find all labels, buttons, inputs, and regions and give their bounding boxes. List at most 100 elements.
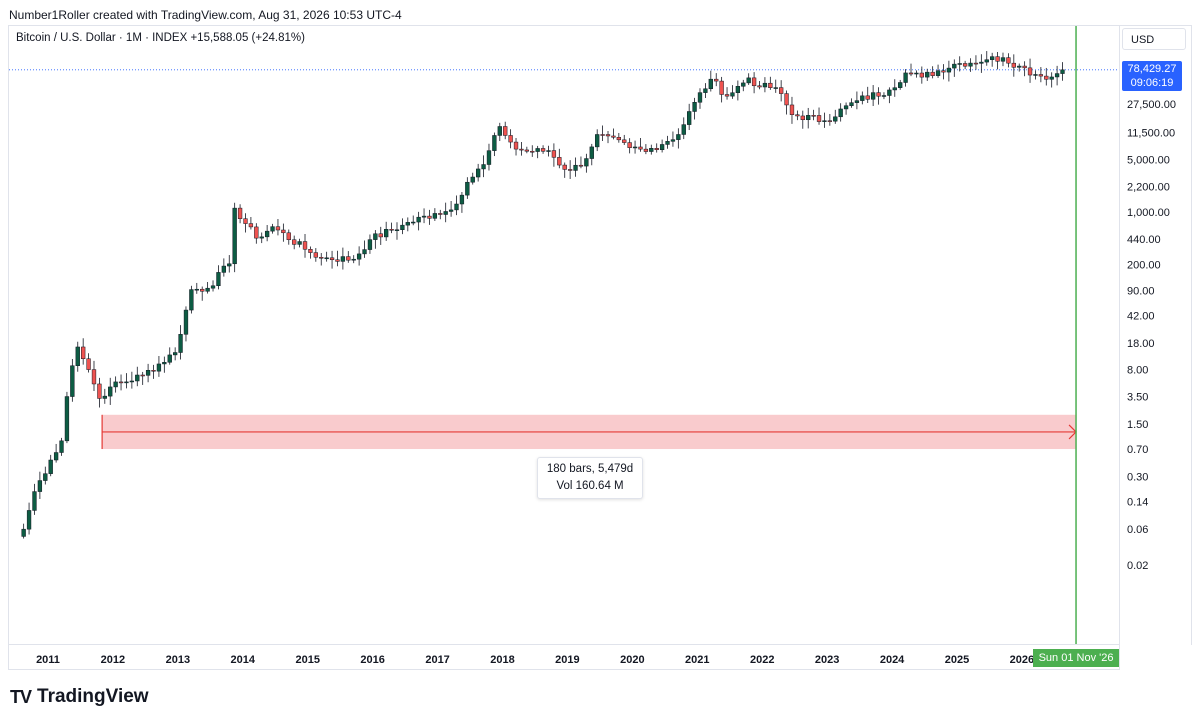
candle-body (503, 126, 508, 136)
candle-body (264, 230, 270, 238)
candle-body (995, 56, 1000, 62)
candle-body (183, 309, 189, 335)
candle-body (622, 139, 627, 143)
y-tick-label: 90.00 (1127, 286, 1155, 298)
candle-body (595, 134, 600, 148)
candle-body (1022, 65, 1027, 69)
candle-body (400, 224, 405, 230)
symbol-name: Bitcoin / U.S. Dollar · 1M · INDEX (16, 32, 188, 44)
candle-body (221, 265, 227, 273)
candle-body (313, 252, 318, 258)
candle-body (200, 288, 205, 292)
candle-body (48, 459, 53, 474)
candle-body (697, 92, 703, 103)
candle-body (427, 215, 432, 219)
candle-body (822, 120, 827, 122)
candle-body (275, 226, 281, 231)
bar-countdown: 09:06:19 (1130, 76, 1174, 89)
x-tick-label: 2012 (101, 654, 125, 666)
candle-body (735, 86, 741, 93)
candle-body (540, 148, 546, 152)
candle-body (210, 285, 216, 289)
candle-body (167, 354, 172, 363)
y-tick-label: 0.30 (1127, 472, 1148, 484)
candle-body (53, 452, 59, 461)
candle-body (37, 480, 43, 492)
tradingview-logo[interactable]: TV TradingView (10, 686, 149, 708)
candle-body (757, 85, 762, 88)
currency-button[interactable]: USD (1122, 28, 1186, 50)
candle-body (519, 148, 524, 151)
measure-volume-label: Vol 160.64 M (556, 480, 624, 493)
candle-body (32, 491, 37, 511)
time-axis[interactable] (8, 645, 1120, 670)
candle-body (329, 257, 335, 261)
candle-body (687, 111, 692, 125)
y-tick-label: 0.70 (1127, 444, 1148, 456)
candle-body (362, 249, 367, 255)
last-price-tag: 78,429.27 09:06:19 (1122, 60, 1182, 91)
candle-body (384, 229, 389, 238)
candle-body (589, 146, 594, 159)
candle-body (616, 137, 621, 141)
candle-body (411, 221, 416, 224)
candle-body (281, 229, 286, 234)
candle-body (432, 213, 438, 219)
x-tick-label: 2015 (295, 654, 319, 666)
candle-body (448, 209, 454, 212)
y-tick-label: 8.00 (1127, 365, 1148, 377)
y-tick-label: 3.50 (1127, 392, 1148, 404)
candle-body (492, 135, 497, 151)
candle-body (91, 369, 97, 385)
candle-body (524, 149, 530, 152)
candle-body (438, 213, 443, 215)
candle-body (957, 63, 962, 65)
chart-pane[interactable] (8, 25, 1120, 645)
y-tick-label: 27,500.00 (1127, 99, 1176, 111)
y-tick-label: 1,000.00 (1127, 207, 1170, 219)
candle-body (908, 72, 914, 75)
candle-body (1027, 67, 1033, 76)
candle-body (649, 148, 654, 152)
candle-body (86, 358, 91, 370)
x-tick-label: 2011 (36, 654, 60, 666)
candle-body (584, 158, 589, 167)
candle-body (389, 229, 394, 231)
candle-body (881, 95, 887, 97)
candle-body (81, 346, 86, 359)
y-tick-label: 11,500.00 (1127, 127, 1175, 139)
candle-body (319, 256, 324, 259)
candle-body (741, 82, 746, 87)
candle-body (860, 95, 865, 101)
price-scale[interactable] (1120, 25, 1192, 645)
candle-body (578, 164, 584, 167)
candle-body (751, 77, 757, 87)
author-line: Number1Roller created with TradingView.c… (9, 8, 402, 22)
x-tick-label: 2026 (1010, 654, 1034, 666)
candle-body (903, 72, 908, 83)
candle-body (356, 253, 362, 260)
candle-body (1011, 62, 1016, 68)
candle-body (340, 256, 346, 262)
candle-body (535, 148, 540, 152)
candle-body (416, 216, 421, 223)
candle-body (681, 124, 686, 135)
candle-body (557, 157, 562, 166)
x-tick-label: 2014 (231, 654, 256, 666)
candle-body (638, 146, 643, 150)
tradingview-wordmark: TradingView (37, 686, 149, 707)
candle-body (941, 70, 946, 73)
candle-body (811, 115, 816, 117)
candle-body (378, 233, 383, 238)
candle-body (768, 82, 773, 88)
crosshair-date-label: Sun 01 Nov '26 (1033, 649, 1120, 667)
x-tick-label: 2018 (490, 654, 514, 666)
candle-body (194, 288, 199, 291)
candle-body (898, 82, 903, 88)
candle-body (108, 386, 113, 397)
y-tick-label: 18.00 (1127, 338, 1155, 350)
candle-body (259, 236, 264, 239)
candle-body (876, 92, 881, 97)
x-tick-label: 2019 (555, 654, 579, 666)
candle-body (172, 352, 178, 356)
